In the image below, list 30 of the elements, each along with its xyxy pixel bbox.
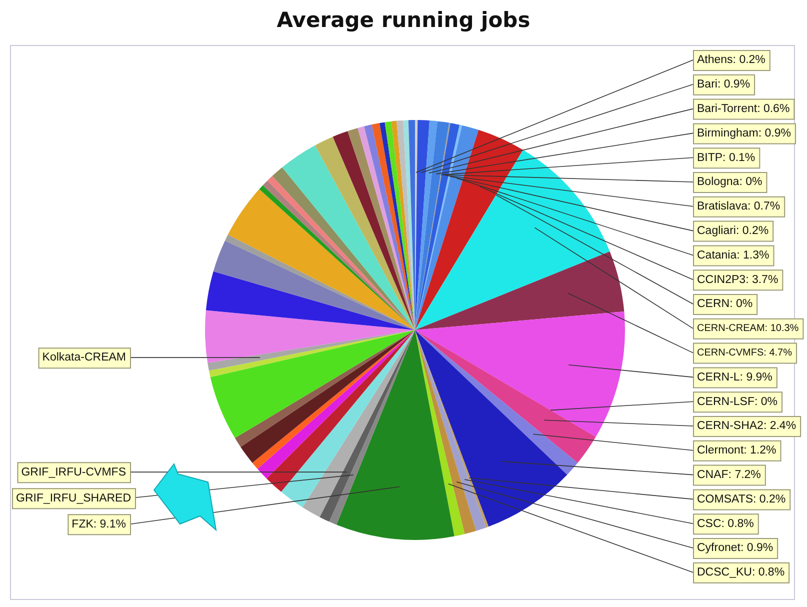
category-label: Bologna — [697, 176, 740, 188]
text: : 0% — [730, 298, 753, 310]
slice-label: GRIF_IRFU-CVMFS — [21, 466, 126, 478]
text: : 0% — [739, 176, 762, 188]
text: : 0% — [754, 396, 778, 408]
category-label: CERN-LSF — [697, 396, 755, 408]
slice-label: Kolkata-CREAM — [42, 352, 126, 364]
slice-label: Bari-Torrent: 0.6% — [697, 102, 790, 115]
slice-label: Bratislava: 0.7% — [697, 200, 780, 213]
slice-label: Catania: 1.3% — [697, 249, 770, 262]
slice-label: CERN-CREAM: 10.3% — [697, 323, 799, 334]
slice-label: Cyfronet: 0.9% — [697, 542, 774, 554]
slice-label: Cagliari: 0.2% — [697, 224, 769, 237]
slice-label: Clermont: 1.2% — [697, 444, 776, 457]
slice-label: BITP: 0.1% — [697, 152, 756, 164]
slice-label: CNAF: 7.2% — [697, 468, 761, 481]
slice-label: CCIN2P3: 3.7% — [697, 274, 778, 286]
category-label: CERN — [697, 298, 730, 310]
slice-label: DCSC_KU: 0.8% — [697, 566, 785, 579]
slice-label: Athens: 0.2% — [697, 54, 766, 66]
slice-label: Birmingham: 0.9% — [697, 127, 791, 140]
slice-label: FZK: 9.1% — [72, 518, 126, 530]
slice-label: CERN-CVMFS: 4.7% — [697, 348, 792, 359]
slice-label: CERN-SHA2: 2.4% — [697, 420, 796, 432]
slice-label: COMSATS: 0.2% — [697, 493, 786, 506]
slice-label: GRIF_IRFU_SHARED — [16, 492, 132, 504]
slice-label: Bari: 0.9% — [697, 78, 750, 91]
chart-title: Average running jobs — [276, 8, 532, 32]
slice-label: CSC: 0.8% — [697, 518, 754, 530]
slice-label: CERN-L: 9.9% — [697, 371, 772, 384]
